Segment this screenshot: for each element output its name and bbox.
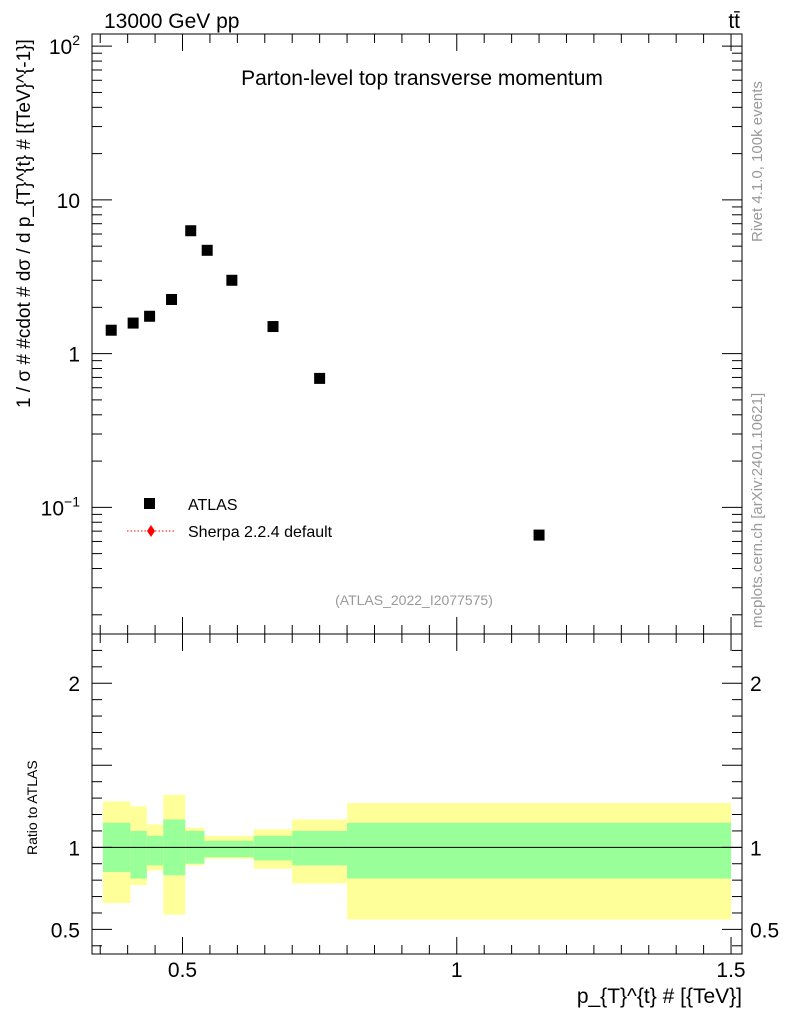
- atlas-data-point-3: [166, 293, 178, 305]
- ratio-y-tick-label-left-1: 1: [68, 837, 80, 860]
- ratio-band-inner-6: [253, 835, 293, 861]
- rivet-label: Rivet 4.1.0, 100k events: [749, 81, 766, 242]
- atlas-data-points: [105, 225, 545, 541]
- ratio-band-inner-5: [204, 840, 254, 858]
- x-axis-label: p_{T}^{t} # [{TeV}]: [577, 985, 742, 1008]
- legend-sherpa-label: Sherpa 2.2.4 default: [188, 524, 333, 541]
- atlas-data-point-5: [201, 244, 213, 256]
- x-tick-label-2: 1.5: [716, 959, 745, 982]
- main-y-tick-label-1: 10: [57, 190, 80, 213]
- ratio-band-inner-8: [347, 822, 732, 879]
- ratio-band-inner-1: [130, 830, 147, 879]
- ratio-y-tick-label-right-2: 2: [750, 673, 762, 696]
- ratio-y-tick-label-right-0: 0.5: [750, 919, 779, 942]
- atlas-data-point-4: [185, 225, 197, 237]
- legend-sherpa-marker: [147, 525, 155, 537]
- atlas-data-point-8: [314, 372, 326, 384]
- main-y-axis-label: 1 / σ # #cdot # dσ / d p_{T}^{t} # [{TeV…: [14, 39, 35, 408]
- plot-title: Parton-level top transverse momentum: [241, 67, 603, 90]
- x-tick-label-1: 1: [451, 959, 463, 982]
- legend: ATLAS Sherpa 2.2.4 default: [127, 497, 333, 541]
- atlas-data-point-2: [144, 310, 156, 322]
- atlas-data-point-9: [533, 529, 545, 541]
- main-axis-ticks: [92, 34, 742, 634]
- atlas-data-point-7: [267, 321, 279, 333]
- main-panel-frame: [91, 33, 743, 635]
- ratio-axis-ticks: [92, 634, 742, 954]
- legend-atlas-label: ATLAS: [188, 497, 238, 514]
- atlas-data-point-6: [226, 274, 238, 286]
- ratio-tick-labels: 0.5 0.5 1 1 2 2 0.5 1 1.5: [51, 673, 779, 982]
- main-y-tick-label-3: 10−1: [41, 493, 81, 520]
- ratio-y-tick-label-left-2: 2: [68, 673, 80, 696]
- energy-label: 13000 GeV pp: [104, 10, 239, 33]
- source-label: mcplots.cern.ch [arXiv:2401.10621]: [749, 393, 766, 628]
- ratio-y-tick-label-left-0: 0.5: [51, 919, 80, 942]
- analysis-id-label: (ATLAS_2022_I2077575): [335, 592, 493, 608]
- process-label: tt̄: [728, 10, 740, 33]
- ratio-band-inner-7: [292, 830, 348, 866]
- legend-atlas-marker: [144, 498, 155, 509]
- main-y-tick-labels: 102 10 1 10−1: [41, 32, 81, 520]
- ratio-y-tick-label-right-1: 1: [750, 837, 762, 860]
- x-tick-label-0: 0.5: [168, 959, 197, 982]
- ratio-bands: [102, 794, 732, 920]
- ratio-y-axis-label: Ratio to ATLAS: [24, 760, 40, 855]
- atlas-data-point-1: [127, 317, 139, 329]
- main-y-tick-label-0: 102: [49, 32, 80, 59]
- ratio-panel-frame: [91, 633, 743, 955]
- atlas-data-point-0: [105, 324, 117, 336]
- ratio-band-inner-2: [146, 835, 164, 866]
- main-y-tick-label-2: 1: [68, 344, 80, 367]
